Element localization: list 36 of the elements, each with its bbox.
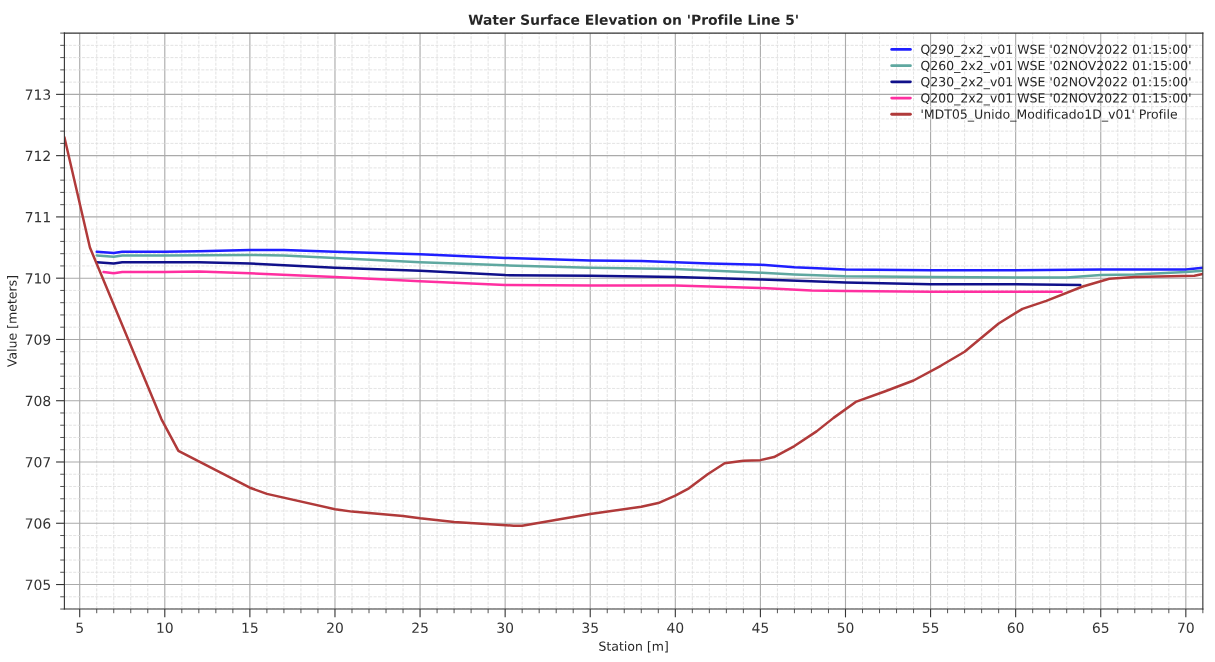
y-tick-label: 706 — [25, 518, 51, 529]
x-tick-label: 15 — [242, 622, 258, 633]
line-series — [95, 261, 1082, 287]
x-tick-label: 60 — [1007, 622, 1024, 633]
x-tick-label: 55 — [922, 622, 939, 633]
y-tick-label: 713 — [25, 89, 51, 100]
line-series — [95, 253, 1203, 279]
x-tick-label: 20 — [327, 622, 343, 633]
line-series — [102, 270, 1063, 293]
x-tick-label: 25 — [412, 622, 428, 633]
chart-title: Water Surface Elevation on 'Profile Line 5' — [468, 14, 798, 25]
x-tick-label: 10 — [157, 622, 173, 633]
x-tick-label: 40 — [667, 622, 684, 633]
y-tick-label: 707 — [25, 456, 51, 468]
legend-label: 'MDT05_Unido_Modificado1D_v01' Profile — [921, 109, 1178, 122]
x-tick-label: 35 — [582, 622, 598, 633]
x-axis-title: Station [m] — [599, 641, 668, 653]
legend-label: Q260_2x2_v01 WSE '02NOV2022 01:15:00' — [921, 60, 1191, 73]
y-tick-label: 712 — [25, 150, 50, 161]
x-tick-label: 45 — [752, 622, 769, 633]
legend-label: Q290_2x2_v01 WSE '02NOV2022 01:15:00' — [921, 44, 1191, 57]
x-tick-label: 65 — [1092, 622, 1109, 633]
x-tick-label: 50 — [837, 622, 854, 633]
line-series — [95, 248, 1203, 272]
y-tick-label: 708 — [25, 395, 51, 407]
x-tick-label: 30 — [497, 622, 514, 633]
y-tick-label: 711 — [25, 212, 50, 223]
y-axis-title: Value [meters] — [7, 276, 19, 368]
legend-label: Q230_2x2_v01 WSE '02NOV2022 01:15:00' — [921, 76, 1191, 90]
line-series — [64, 136, 1203, 527]
x-tick-label: 70 — [1178, 622, 1194, 633]
y-tick-label: 705 — [25, 579, 50, 591]
x-tick-label: 5 — [76, 622, 83, 633]
legend-label: Q200_2x2_v01 WSE '02NOV2022 01:15:00' — [921, 93, 1191, 106]
y-tick-label: 709 — [25, 334, 51, 345]
y-tick-label: 710 — [25, 273, 51, 284]
